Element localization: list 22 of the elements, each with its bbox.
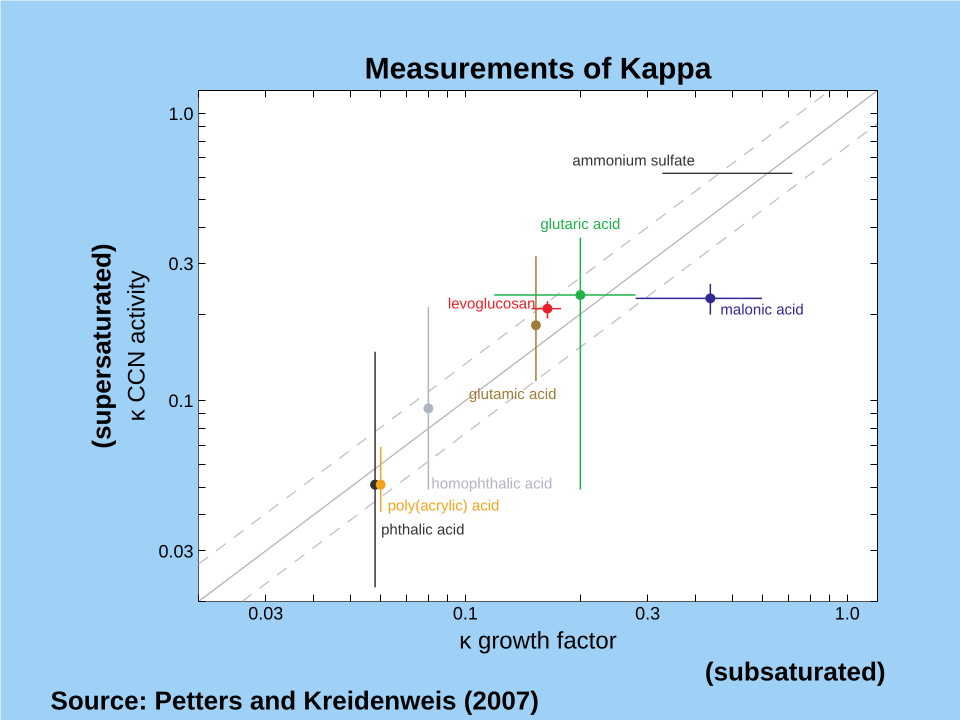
x-tick-label: 0.1 bbox=[452, 604, 478, 624]
series-label: ammonium sulfate bbox=[572, 152, 695, 170]
series-label: malonic acid bbox=[720, 301, 804, 318]
y-tick-label: 0.3 bbox=[168, 254, 194, 274]
x-tick-label: 1.0 bbox=[834, 604, 860, 624]
y-tick-label: 1.0 bbox=[168, 104, 194, 124]
text: (supersaturated) bbox=[86, 243, 116, 449]
text: (subsaturated) bbox=[704, 656, 886, 686]
text: phthalic acid bbox=[381, 522, 464, 539]
chart-title: Measurements of Kappa bbox=[364, 52, 712, 86]
y-axis-title: κ CCN activity bbox=[123, 270, 150, 422]
series-label: levoglucosan bbox=[448, 296, 536, 313]
y-tick-label: 0.03 bbox=[158, 541, 194, 562]
text: glutamic acid bbox=[468, 386, 556, 404]
y-tick-label: 0.1 bbox=[168, 391, 194, 412]
text: glutaric acid bbox=[540, 216, 620, 234]
series-label: poly(acrylic) acid bbox=[388, 498, 500, 515]
x-axis-title: κ growth factor bbox=[459, 628, 617, 654]
source-note: Source: Petters and Kreidenweis (2007) bbox=[50, 686, 539, 716]
x-tick-label: 0.03 bbox=[248, 604, 284, 624]
x-tick-label: 0.3 bbox=[635, 604, 660, 624]
text: homophthalic acid bbox=[431, 475, 552, 492]
